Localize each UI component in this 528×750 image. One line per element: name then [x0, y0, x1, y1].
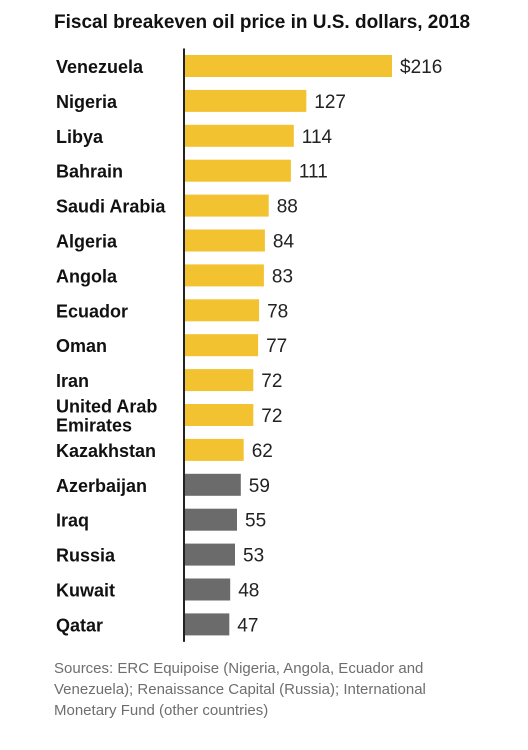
bar: [184, 159, 291, 182]
bar: [184, 508, 237, 531]
bar: [184, 369, 254, 392]
bar: [184, 613, 230, 636]
category-label: Ecuador: [56, 301, 128, 321]
bar: [184, 334, 259, 357]
bar: [184, 264, 264, 287]
bar: [184, 55, 392, 77]
bar: [184, 299, 260, 322]
value-label: 55: [245, 511, 266, 532]
category-label: Algeria: [56, 232, 118, 252]
value-label: 114: [302, 127, 333, 148]
value-label: 62: [252, 441, 273, 462]
bar: [184, 438, 244, 461]
category-label: Iraq: [56, 511, 89, 531]
chart-title: Fiscal breakeven oil price in U.S. dolla…: [54, 12, 471, 33]
category-label: Nigeria: [56, 92, 118, 112]
value-label: 59: [249, 476, 270, 497]
category-label: Russia: [56, 546, 116, 566]
bar: [184, 229, 265, 252]
bars-layer: [184, 55, 392, 636]
category-label: Iran: [56, 371, 89, 391]
labels-layer: $216 Venezuela 127 Nigeria 114 Libya 111 Bahrai…: [56, 57, 442, 636]
value-label: 84: [273, 232, 295, 253]
bar: [184, 194, 269, 217]
bar: [184, 124, 294, 147]
category-label: Kazakhstan: [56, 441, 156, 461]
value-label: 72: [261, 371, 282, 392]
bar: [184, 404, 254, 426]
category-label: Angola: [56, 266, 118, 286]
source-note: Sources: ERC Equipoise (Nigeria, Angola,…: [54, 660, 426, 719]
category-label: Kuwait: [56, 581, 115, 601]
value-label: 88: [277, 197, 298, 218]
category-label: Venezuela: [56, 57, 144, 77]
value-label: 72: [261, 406, 282, 427]
value-label: 78: [267, 301, 288, 322]
category-label: United Arab Emirates: [56, 397, 157, 436]
value-label: 83: [272, 266, 293, 287]
category-label: Bahrain: [56, 162, 123, 182]
category-label: Libya: [56, 127, 104, 147]
value-label: 127: [314, 92, 346, 113]
bar: [184, 89, 307, 112]
category-label: Qatar: [56, 615, 103, 635]
bar: [184, 578, 231, 601]
category-label: Saudi Arabia: [56, 197, 166, 217]
value-label: 111: [299, 162, 328, 183]
value-label: 77: [266, 336, 287, 357]
value-label: 47: [237, 615, 258, 636]
value-label: 53: [243, 546, 264, 567]
value-label: 48: [238, 581, 259, 602]
category-label: Oman: [56, 336, 107, 356]
category-label: Azerbaijan: [56, 476, 147, 496]
bar: [184, 543, 235, 566]
value-label: $216: [400, 57, 442, 78]
bar: [184, 473, 241, 496]
